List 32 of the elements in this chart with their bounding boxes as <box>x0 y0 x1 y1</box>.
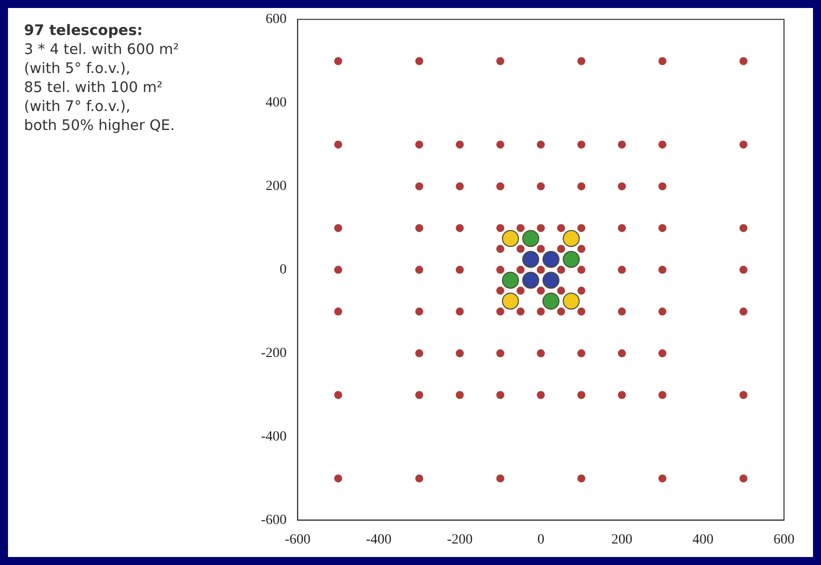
y-tick-label: -200 <box>260 346 287 361</box>
point <box>542 250 560 268</box>
x-tick-label: 400 <box>692 532 714 548</box>
text: 97 telescopes: <box>24 22 144 41</box>
text: (with 5° f.o.v.), <box>24 60 132 79</box>
y-tick-label: -600 <box>260 512 287 528</box>
x-tick-label: 600 <box>774 532 794 548</box>
text: 85 tel. with 100 m² <box>24 79 164 98</box>
y-tick-label: -400 <box>260 429 287 444</box>
point <box>502 230 519 247</box>
point <box>502 292 519 310</box>
x-tick-label: -600 <box>284 532 310 548</box>
point <box>522 250 540 268</box>
y-tick-label: 600 <box>266 12 287 28</box>
point <box>522 230 540 247</box>
point <box>562 230 580 247</box>
point <box>542 272 560 289</box>
point <box>522 272 540 289</box>
text: both 50% higher QE. <box>24 117 176 136</box>
y-tick-label: 400 <box>266 96 287 111</box>
text: (with 7° f.o.v.), <box>24 98 132 117</box>
x-tick-label: -200 <box>446 532 473 548</box>
y-tick-label: 0 <box>280 262 287 278</box>
text: 3 * 4 tel. with 600 m² <box>24 41 180 60</box>
y-tick-label: 200 <box>266 179 287 194</box>
point <box>562 292 580 310</box>
point <box>562 250 580 268</box>
point <box>542 292 560 310</box>
x-tick-label: 0 <box>537 532 544 548</box>
point <box>502 272 519 289</box>
x-tick-label: -400 <box>366 532 392 548</box>
x-tick-label: 200 <box>611 532 632 548</box>
